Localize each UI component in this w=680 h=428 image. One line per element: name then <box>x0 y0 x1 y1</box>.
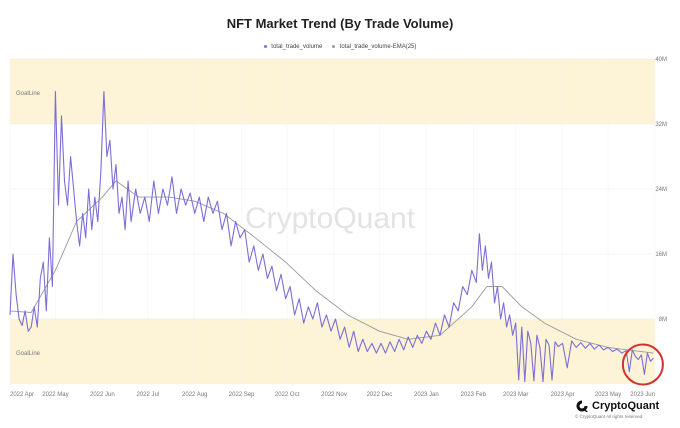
annotation-layer <box>621 343 664 386</box>
y-tick-label: 16M <box>655 252 667 258</box>
brand-name: CryptoQuant <box>592 400 660 412</box>
y-axis: 8M 16M 24M 32M 40M <box>655 57 667 323</box>
goal-line-label-top: GoalLine <box>16 91 41 97</box>
y-tick-label: 8M <box>659 317 667 323</box>
x-axis: 2022 Apr 2022 May 2022 Jun 2022 Jul 2022 Aug… <box>10 392 655 398</box>
x-tick-label: 2022 Jun <box>90 392 115 398</box>
y-tick-label: 24M <box>655 187 667 193</box>
x-tick-label: 2022 Sep <box>229 392 255 398</box>
x-tick-label: 2022 Jul <box>136 392 159 398</box>
legend-item-ema[interactable]: total_trade_volume-EMA(25) <box>332 44 416 50</box>
x-tick-label: 2022 Aug <box>182 392 207 398</box>
watermark: CryptoQuant <box>245 202 416 235</box>
legend: total_trade_volume total_trade_volume-EM… <box>0 44 680 50</box>
goal-band-top <box>10 59 655 124</box>
footer: CryptoQuant © CryptoQuant All rights res… <box>575 399 675 419</box>
x-tick-label: 2023 Feb <box>461 392 487 398</box>
x-tick-label: 2023 May <box>595 392 621 398</box>
x-tick-label: 2022 Oct <box>275 392 300 398</box>
x-tick-label: 2023 Jan <box>414 392 439 398</box>
x-tick-label: 2023 Apr <box>551 392 575 398</box>
copyright-text: © CryptoQuant All rights reserved. <box>575 414 644 419</box>
y-tick-label: 40M <box>655 57 667 63</box>
brand-row: CryptoQuant <box>575 399 675 413</box>
chart-title: NFT Market Trend (By Trade Volume) <box>226 16 454 31</box>
goal-line-label-bottom: GoalLine <box>16 351 41 357</box>
legend-label-trade-volume: total_trade_volume <box>271 44 323 50</box>
x-tick-label: 2023 Mar <box>503 392 528 398</box>
x-tick-label: 2022 Dec <box>367 392 393 398</box>
annotation-circle <box>621 343 664 386</box>
x-tick-label: 2022 Nov <box>321 392 347 398</box>
series-line-ema <box>9 180 654 354</box>
series-line-trade-volume <box>9 90 654 383</box>
legend-swatch-ema <box>332 44 335 48</box>
goal-band-bottom <box>10 319 655 384</box>
legend-swatch-trade-volume <box>263 44 267 48</box>
x-tick-label: 2022 Apr <box>10 392 34 398</box>
cryptoquant-logo-icon <box>576 400 588 412</box>
legend-item-trade-volume[interactable]: total_trade_volume <box>263 44 323 50</box>
goal-bands <box>10 59 655 384</box>
x-tick-label: 2023 Jun <box>630 392 655 398</box>
x-tick-label: 2022 May <box>42 392 68 398</box>
series-lines <box>9 90 654 383</box>
legend-label-ema: total_trade_volume-EMA(25) <box>339 44 417 50</box>
y-tick-label: 32M <box>655 122 667 128</box>
